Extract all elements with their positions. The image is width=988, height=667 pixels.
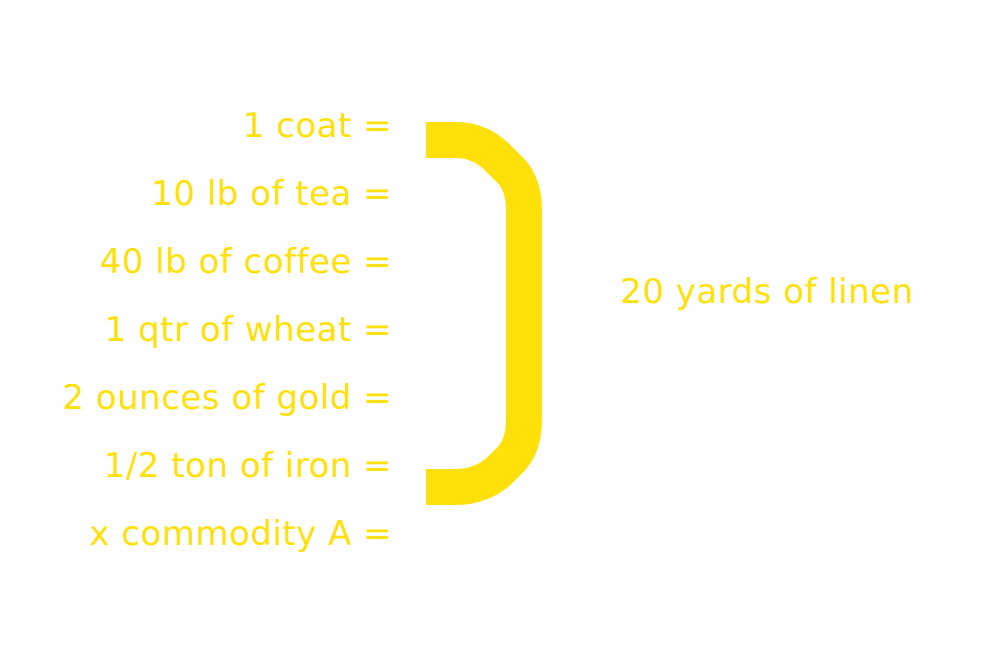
commodity-item-x: x commodity A = [89,514,392,554]
result-label: 20 yards of linen [620,272,914,312]
commodity-item-wheat: 1 qtr of wheat = [104,310,392,350]
bracket-shape [426,122,542,505]
commodity-item-gold: 2 ounces of gold = [62,378,392,418]
commodity-item-coffee: 40 lb of coffee = [99,242,392,282]
commodity-item-coat: 1 coat = [242,106,392,146]
commodity-list: 1 coat = 10 lb of tea = 40 lb of coffee … [62,92,392,568]
commodity-item-iron: 1/2 ton of iron = [103,446,392,486]
commodity-item-tea: 10 lb of tea = [151,174,392,214]
